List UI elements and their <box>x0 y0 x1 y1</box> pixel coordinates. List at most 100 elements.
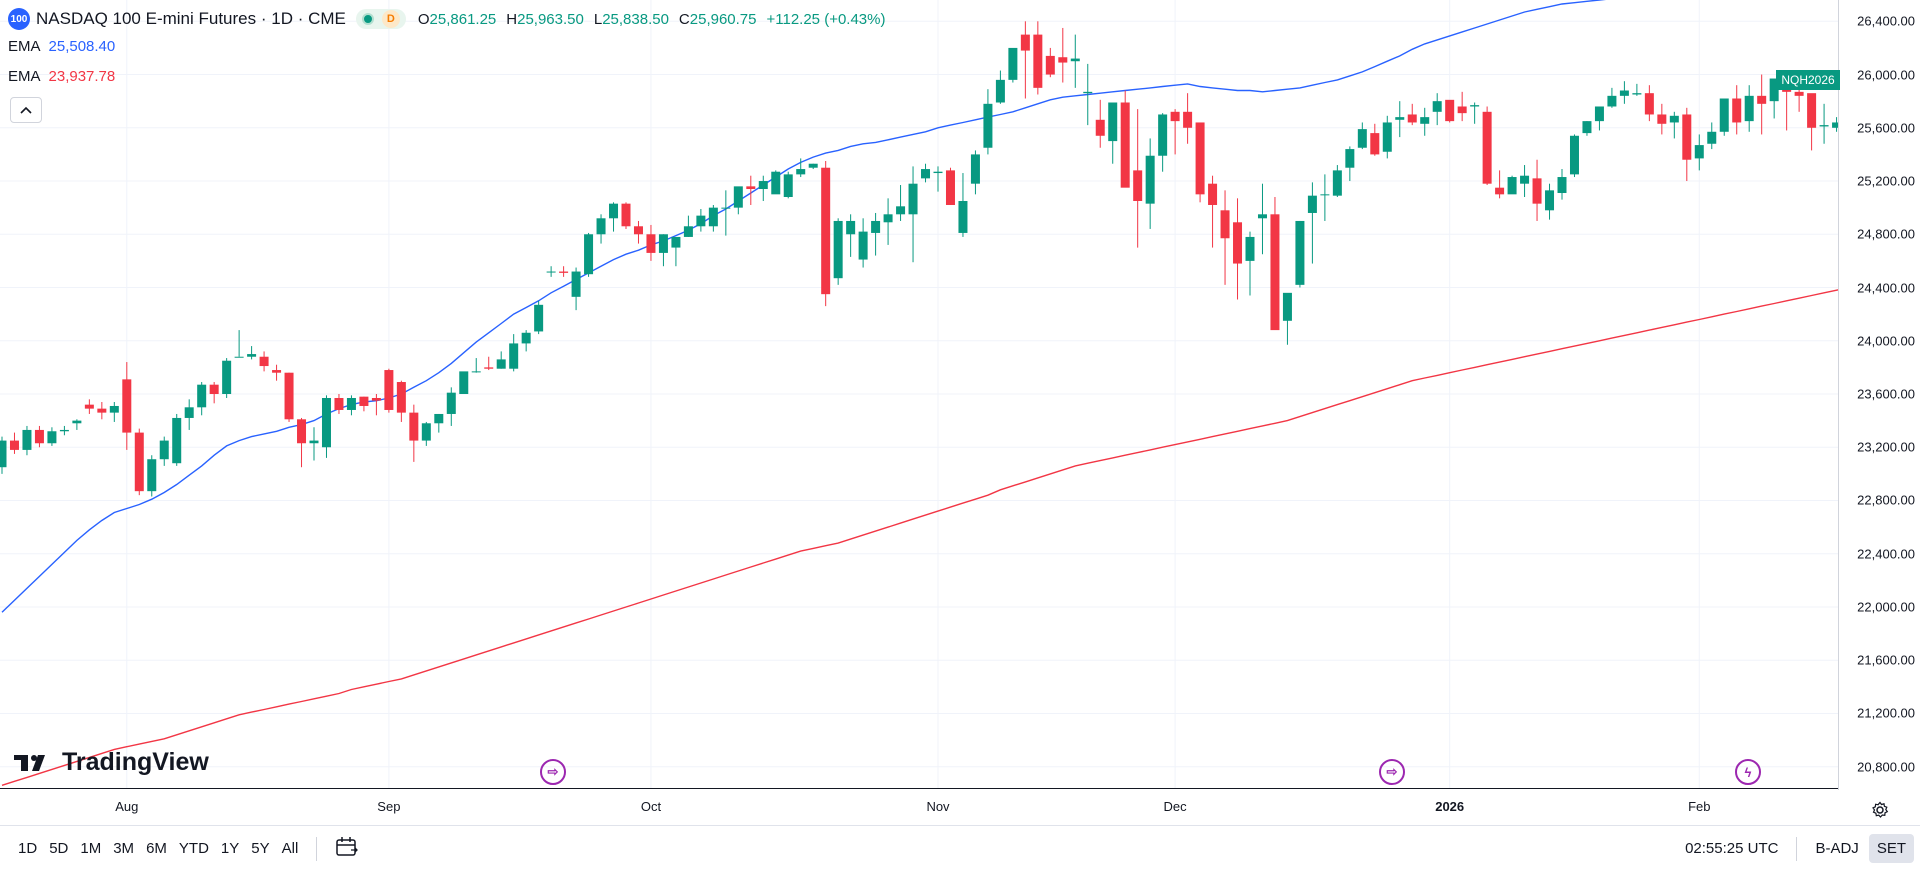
candle-body <box>958 200 968 233</box>
candle-body <box>871 220 881 233</box>
candle-body <box>334 397 344 410</box>
tradingview-logo-icon <box>14 754 45 771</box>
range-1y[interactable]: 1Y <box>220 840 240 857</box>
candle-body <box>858 231 868 260</box>
candle-body <box>896 206 906 215</box>
candle-body <box>184 407 194 418</box>
event-marker[interactable]: ⇨ <box>1379 759 1405 785</box>
range-all[interactable]: All <box>281 840 299 857</box>
y-tick-label: 20,800.00 <box>1857 759 1915 775</box>
candle-body <box>921 169 931 179</box>
candle-body <box>1070 58 1080 62</box>
collapse-legend-button[interactable] <box>10 97 42 123</box>
ema-legend-1[interactable]: EMA 25,508.40 <box>8 38 115 55</box>
candle-body <box>746 186 756 190</box>
y-tick-label: 21,600.00 <box>1857 652 1915 668</box>
time-axis[interactable]: Aug Sep Oct Nov Dec 2026 Feb <box>0 788 1838 825</box>
candle-body <box>783 174 793 197</box>
x-tick-label: Aug <box>115 799 139 814</box>
y-tick-label: 22,400.00 <box>1857 546 1915 562</box>
session-toggle[interactable]: SET <box>1868 834 1914 863</box>
bottom-toolbar: 1D 5D 1M 3M 6M YTD 1Y 5Y All 02:55:25 UT… <box>0 825 1920 871</box>
candle-body <box>1520 175 1530 184</box>
candle-body <box>1282 292 1292 321</box>
candle-body <box>0 440 7 468</box>
event-marker[interactable]: ϟ <box>1735 759 1761 785</box>
range-ytd[interactable]: YTD <box>178 840 209 857</box>
ema-legend-2[interactable]: EMA 23,937.78 <box>8 68 115 85</box>
tradingview-logo[interactable]: TradingView <box>14 748 209 777</box>
ema-label: EMA <box>8 68 41 85</box>
candle-body <box>609 203 619 219</box>
range-1m[interactable]: 1M <box>80 840 102 857</box>
candle-body <box>758 181 768 190</box>
delayed-badge: D <box>381 10 400 28</box>
candle-body <box>658 234 668 253</box>
back-adjust-toggle[interactable]: B-ADJ <box>1815 840 1859 857</box>
price-chart[interactable] <box>0 0 1838 788</box>
candle-body <box>9 440 19 450</box>
candle-body <box>1732 98 1742 123</box>
ema-value: 25,508.40 <box>48 38 116 55</box>
symbol-logo-icon[interactable]: 100 <box>8 8 30 30</box>
candle-body <box>1545 190 1555 211</box>
market-open-icon <box>361 13 374 25</box>
candle-body <box>534 304 544 332</box>
candle-body <box>633 226 643 235</box>
y-tick-label: 23,600.00 <box>1857 386 1915 402</box>
symbol-title[interactable]: NASDAQ 100 E-mini Futures · 1D · CME <box>36 9 346 28</box>
candle-body <box>1744 95 1754 122</box>
range-5d[interactable]: 5D <box>49 840 69 857</box>
candle-body <box>1195 122 1205 195</box>
candle-body <box>159 440 169 460</box>
candle-body <box>1457 106 1467 114</box>
range-3m[interactable]: 3M <box>113 840 135 857</box>
candle-body <box>1145 155 1155 204</box>
lightning-icon: ϟ <box>1744 764 1752 780</box>
candle-body <box>1008 47 1018 80</box>
ema-value: 23,937.78 <box>48 68 116 85</box>
candle-body <box>284 372 294 420</box>
candle-body <box>1170 111 1180 122</box>
y-tick-label: 26,000.00 <box>1857 67 1915 83</box>
candle-body <box>1395 117 1405 120</box>
market-status[interactable]: D <box>355 9 406 29</box>
open-label: O <box>417 10 430 28</box>
ema-line <box>1 289 1838 786</box>
candle-body <box>1532 178 1542 204</box>
low-label: L <box>593 10 603 28</box>
close-label: C <box>678 10 690 28</box>
candle-body <box>384 370 394 410</box>
candle-body <box>1095 119 1105 136</box>
candle-body <box>1245 236 1255 261</box>
candle-body <box>1445 99 1455 122</box>
candle-body <box>1357 129 1367 148</box>
candle-body <box>970 154 980 184</box>
event-marker[interactable]: ⇨ <box>540 759 566 785</box>
candle-body <box>1320 194 1330 196</box>
candle-body <box>584 234 594 275</box>
price-axis[interactable]: 26,400.00 26,000.00 25,600.00 25,200.00 24,8… <box>1838 0 1920 790</box>
high-value: 25,963.50 <box>517 10 584 28</box>
candle-body <box>222 360 232 394</box>
candle-body <box>297 419 307 444</box>
candle-body <box>696 215 706 227</box>
date-range-button[interactable] <box>329 830 365 868</box>
candle-body <box>995 79 1005 103</box>
x-tick-label: Sep <box>377 799 401 814</box>
candle-body <box>1270 214 1280 331</box>
range-6m[interactable]: 6M <box>146 840 167 857</box>
range-1d[interactable]: 1D <box>18 840 38 857</box>
symbol-legend: 100 NASDAQ 100 E-mini Futures · 1D · CME… <box>8 8 885 30</box>
candle-body <box>771 171 781 195</box>
settings-button[interactable] <box>1866 796 1894 824</box>
y-tick-label: 24,800.00 <box>1857 226 1915 242</box>
clock-time[interactable]: 02:55:25 UTC <box>1685 840 1779 857</box>
candle-body <box>1470 105 1480 107</box>
candle-body <box>945 170 955 205</box>
candle-body <box>1782 87 1792 92</box>
candle-body <box>683 226 693 237</box>
range-5y[interactable]: 5Y <box>251 840 270 857</box>
candle-body <box>1295 220 1305 285</box>
candle-body <box>1582 121 1592 134</box>
